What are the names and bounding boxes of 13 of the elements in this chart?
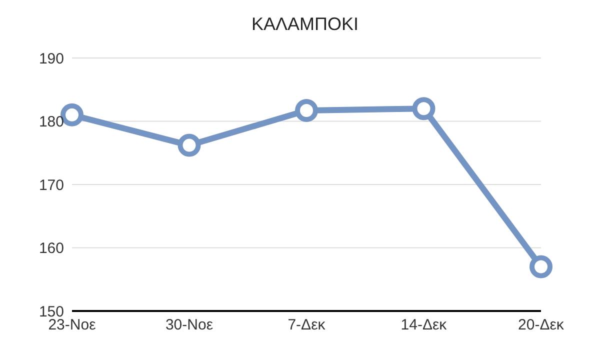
x-tick-label: 14-Δεκ — [400, 316, 448, 334]
point — [412, 97, 436, 120]
y-tick-label: 190 — [38, 50, 64, 68]
point — [530, 255, 552, 278]
y-tick-label: 170 — [38, 176, 64, 194]
chart-title: ΚΑΛΑΜΠΟΚΙ — [250, 13, 360, 36]
x-tick-label: 20-Δεκ — [518, 316, 564, 334]
point — [178, 134, 201, 157]
x-tick-label: 30-Νοε — [165, 316, 214, 334]
y-tick-label: 180 — [38, 114, 64, 131]
point — [295, 99, 318, 122]
y-tick-label: 160 — [38, 240, 64, 258]
x-tick-label: 7-Δεκ — [288, 316, 326, 334]
